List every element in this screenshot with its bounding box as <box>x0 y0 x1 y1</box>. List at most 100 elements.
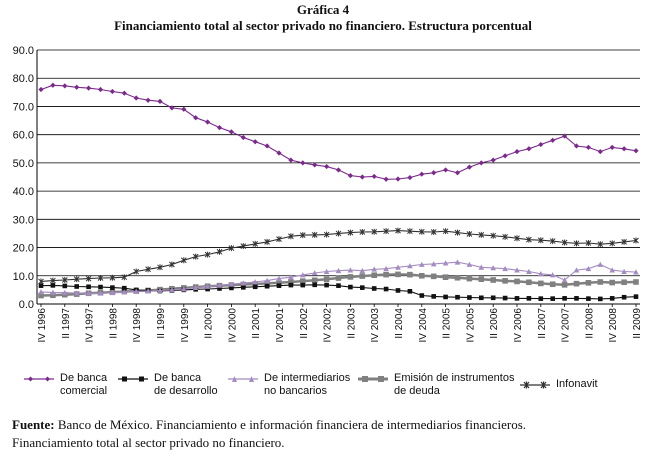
data-point <box>73 290 80 296</box>
data-point <box>585 144 591 150</box>
data-point <box>216 248 223 255</box>
data-point <box>561 239 568 246</box>
data-point <box>383 271 389 278</box>
data-point <box>121 274 128 281</box>
data-point <box>157 98 163 104</box>
data-point <box>347 229 354 236</box>
data-point <box>240 243 247 250</box>
data-point <box>145 266 151 273</box>
data-point <box>502 153 508 159</box>
data-point <box>323 268 330 274</box>
data-point <box>454 274 461 281</box>
legend-label: Infonavit <box>556 378 598 390</box>
data-point <box>419 293 425 298</box>
data-point <box>347 172 353 179</box>
data-point <box>335 167 342 173</box>
data-point <box>217 286 222 291</box>
data-point <box>240 134 246 141</box>
data-point <box>395 227 401 234</box>
x-tick-label: IV 2008 <box>608 308 619 343</box>
data-point <box>395 176 401 182</box>
data-point <box>514 296 520 301</box>
data-point <box>50 277 56 284</box>
data-point <box>526 236 532 243</box>
data-point <box>418 228 425 235</box>
data-point <box>181 286 187 292</box>
data-point <box>526 146 532 152</box>
data-point <box>360 285 365 290</box>
data-point <box>537 237 544 244</box>
data-point <box>74 284 79 289</box>
x-tick-label: II 2008 <box>584 308 595 339</box>
data-point <box>573 267 580 273</box>
data-point <box>312 282 317 288</box>
data-point <box>252 279 258 285</box>
legend-label: De banca de desarrollo <box>154 372 218 397</box>
legend-label: De banca comercial <box>60 372 108 397</box>
legend-item-infonavit: Infonavit <box>520 378 598 391</box>
data-point <box>597 149 603 155</box>
x-tick-label: II 2005 <box>442 308 453 339</box>
data-point <box>430 229 437 236</box>
data-point <box>347 267 354 273</box>
data-point <box>442 274 449 280</box>
data-point <box>181 106 187 112</box>
data-point <box>431 294 436 299</box>
data-point <box>311 231 318 238</box>
data-point <box>192 253 199 260</box>
data-point <box>431 170 437 176</box>
data-point <box>597 241 604 248</box>
data-point <box>216 125 223 131</box>
data-point <box>443 294 448 300</box>
data-point <box>478 231 485 238</box>
data-point <box>50 289 56 295</box>
data-point <box>467 295 472 300</box>
x-tick-label: IV 2004 <box>418 308 429 343</box>
data-point <box>264 238 270 245</box>
data-point <box>169 287 175 293</box>
data-point <box>122 285 127 291</box>
data-point <box>204 251 211 258</box>
data-point <box>97 290 104 296</box>
x-tick-label: IV 1998 <box>132 308 143 343</box>
data-point <box>621 294 627 300</box>
data-point <box>228 281 235 287</box>
data-point <box>205 119 211 125</box>
data-point <box>538 141 544 148</box>
data-point <box>335 267 342 274</box>
y-tick-label: 0.0 <box>19 299 34 311</box>
data-point <box>38 289 44 295</box>
data-point <box>407 263 413 269</box>
data-point <box>621 268 627 274</box>
data-point <box>192 284 199 291</box>
data-point <box>538 280 544 287</box>
data-point <box>276 275 282 281</box>
x-tick-label: II 2003 <box>346 308 357 339</box>
x-tick-label: II 1997 <box>61 308 72 339</box>
data-point <box>359 229 366 236</box>
data-point <box>407 271 413 278</box>
data-point <box>312 162 318 168</box>
data-point <box>228 129 234 135</box>
x-tick-label: II 2007 <box>537 308 548 339</box>
data-point <box>50 283 56 288</box>
data-point <box>300 272 306 278</box>
data-point <box>633 269 639 275</box>
data-point <box>359 174 365 180</box>
data-point <box>478 276 485 282</box>
data-point <box>633 294 639 299</box>
data-point <box>86 284 91 290</box>
data-point <box>502 265 508 272</box>
data-point <box>169 261 175 268</box>
data-point <box>288 233 294 240</box>
x-tick-label: IV 2000 <box>227 308 238 343</box>
data-point <box>478 160 484 166</box>
data-point <box>288 279 294 285</box>
data-point <box>407 174 413 181</box>
data-point <box>241 285 246 290</box>
data-point <box>383 286 389 292</box>
data-point <box>538 271 544 277</box>
data-point <box>407 289 413 294</box>
data-point <box>609 279 615 286</box>
data-point <box>526 296 532 301</box>
